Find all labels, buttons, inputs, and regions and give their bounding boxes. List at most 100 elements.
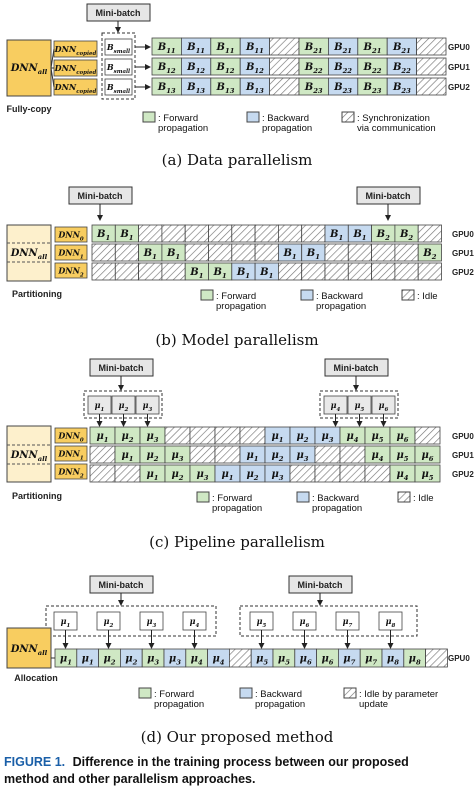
micro-batch-label: μ6 [300, 616, 310, 629]
idle-cell [417, 224, 442, 243]
panel-model-parallelism: Mini-batch Mini-batch DNNall Partitionin… [6, 186, 474, 349]
figure-caption-line2: method and other parallelism approaches. [4, 772, 255, 786]
forward-swatch [138, 687, 152, 699]
idle-cell [269, 77, 300, 96]
dnn-copies: DNNcopied DNNcopied DNNcopied [50, 40, 98, 96]
minibatch-right-label: Mini-batch [298, 580, 343, 590]
small-batch [104, 38, 133, 56]
idle-cell [254, 224, 279, 243]
cell-label: B1 [96, 229, 110, 242]
legend-backward: : Backward propagation [316, 291, 366, 312]
cell-label: B13 [216, 82, 235, 95]
idle-cell [371, 262, 396, 281]
cell-label: μ1 [60, 654, 72, 667]
dnn-part-label: DNN0 [57, 431, 84, 444]
idle-cell [184, 243, 209, 262]
cell-label: μ5 [396, 450, 408, 463]
small-batch [104, 78, 133, 96]
cell-label: B11 [245, 42, 264, 55]
cell-label: μ2 [246, 469, 258, 482]
micro-batches: μ1 μ2 μ3 μ4 μ5 μ6 [87, 395, 396, 427]
gpu-label: GPU2 [452, 268, 474, 277]
idle-cell [91, 262, 116, 281]
cell-label: B2 [399, 229, 413, 242]
idle-cell [416, 77, 447, 96]
cell-label: B13 [157, 82, 176, 95]
idle-cell [89, 445, 116, 464]
idle-cell [417, 262, 442, 281]
cell-label: μ8 [387, 654, 399, 667]
cell-label: μ3 [296, 450, 308, 463]
idle-cell [114, 243, 140, 262]
legend-d: : Forward propagation : Backward propagati… [138, 687, 438, 710]
dnn-all-box [6, 224, 52, 282]
panel-proposed-method: Mini-batch Mini-batch μ1 μ2 μ3 μ4 μ5 μ6 μ7 μ8 D… [6, 575, 470, 746]
legend-sync: : Synchronization via communication [357, 113, 436, 134]
cell-label: μ1 [246, 450, 258, 463]
backward-swatch [296, 491, 310, 503]
idle-cell [231, 243, 256, 262]
legend-idle: : Idle [417, 291, 438, 302]
dnn-copy-label: DNNcopied [54, 63, 97, 76]
dnn-part [54, 445, 88, 462]
partitioning-label: Partitioning [12, 491, 62, 501]
idle-cell [184, 224, 209, 243]
cell-label: B1 [213, 267, 227, 280]
gpu-label: GPU0 [452, 432, 474, 441]
legend-forward: : Forward propagation [216, 291, 266, 312]
cell-label: μ4 [191, 654, 203, 667]
cell-label: μ3 [271, 469, 283, 482]
idle-cell [89, 464, 116, 483]
cell-label: B13 [245, 82, 264, 95]
dnn-copy-label: DNNcopied [54, 44, 97, 57]
gpu-label: GPU1 [452, 451, 474, 460]
proposed-timeline: μ1 μ1 μ2 μ2 μ3 μ3 μ4 μ4 μ5 μ5 μ6 μ6 μ7 μ7 μ8 μ8 GPU0 [51, 648, 470, 668]
dnn-all-label: DNNall [10, 644, 48, 657]
small-batch-group [101, 32, 136, 100]
cell-label: μ5 [278, 654, 290, 667]
cell-label: B22 [363, 62, 382, 75]
backward-swatch [239, 687, 253, 699]
cell-label: B22 [304, 62, 323, 75]
dnn-all-box [6, 627, 52, 669]
idle-cell [277, 262, 303, 281]
micro-batch-label: μ6 [379, 400, 389, 413]
cell-label: μ1 [96, 431, 108, 444]
figure-text-1: Difference in the training process betwe… [73, 755, 409, 769]
forward-swatch [200, 289, 214, 301]
dnn-all-box [6, 39, 52, 97]
dnn-partitions: DNN0 DNN1 DNN2 [54, 226, 88, 279]
cell-label: B21 [392, 42, 411, 55]
micro-batch-label: μ1 [95, 400, 105, 413]
cell-label: μ4 [212, 654, 224, 667]
hatched-swatch-icon [401, 289, 415, 301]
idle-cell [208, 224, 233, 243]
cell-label: μ1 [121, 450, 133, 463]
idle-cell [138, 224, 163, 243]
idle-cell [324, 262, 349, 281]
idle-cell [301, 262, 326, 281]
fully-copy-label: Fully-copy [6, 104, 51, 114]
idle-cell [254, 243, 279, 262]
gpu-label: GPU1 [452, 249, 474, 258]
cell-label: μ1 [146, 469, 158, 482]
legend-backward: : Backward propagation [255, 689, 305, 710]
timeline-cell [414, 464, 441, 483]
partitioning-label: Partitioning [12, 289, 62, 299]
connector [50, 48, 55, 69]
cell-label: B12 [245, 62, 264, 75]
idle-cell [269, 37, 300, 56]
idle-cell [416, 57, 447, 76]
backward-swatch [246, 111, 260, 123]
cell-label: B22 [333, 62, 352, 75]
cell-label: B12 [186, 62, 205, 75]
idle-cell [214, 426, 241, 445]
idle-cell [324, 243, 349, 262]
backward-swatch [300, 289, 314, 301]
idle-cell [425, 648, 448, 668]
dnn-part-label: DNN1 [57, 449, 83, 462]
cell-label: B1 [166, 248, 180, 261]
micro-batch-label: μ3 [147, 616, 157, 629]
hatched-swatch-icon [343, 687, 357, 699]
cell-label: μ5 [371, 431, 383, 444]
